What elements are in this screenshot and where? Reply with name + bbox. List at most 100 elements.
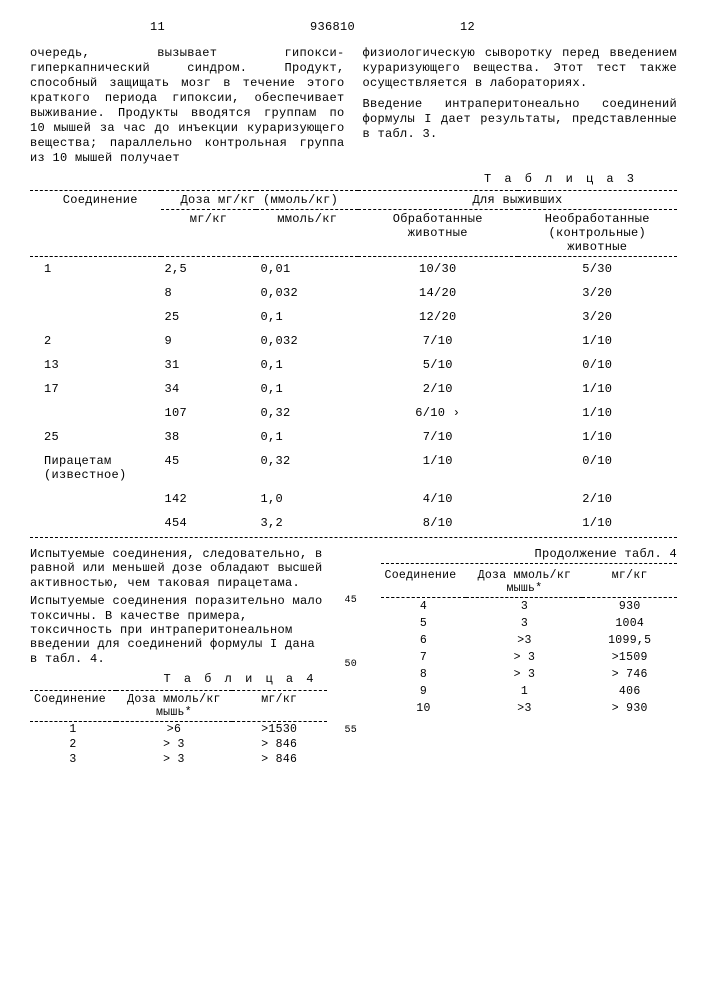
cell-mgkg: 38: [161, 425, 257, 449]
cell-untreated: 1/10: [518, 425, 677, 449]
table4-row: 2> 3> 846: [30, 737, 327, 752]
cell-mgkg: 31: [161, 353, 257, 377]
table3-header-mmolkg: ммоль/кг: [256, 210, 358, 257]
lower-para-b: Испытуемые соединения поразительно мало …: [30, 594, 327, 666]
cell-untreated: 3/20: [518, 305, 677, 329]
cell-compound: 13: [30, 353, 161, 377]
cell-mgkg: 1099,5: [582, 632, 677, 649]
cell-compound: 25: [30, 425, 161, 449]
t4r-header-mgkg: мг/кг: [582, 567, 677, 598]
cell-compound: 10: [381, 700, 467, 717]
line-num-50: 50: [345, 659, 358, 670]
table3-header-treated: Обработанные животные: [358, 210, 517, 257]
cell-compound: [30, 281, 161, 305]
cell-mgkg: 8: [161, 281, 257, 305]
table3-row: 4543,28/101/10: [30, 511, 677, 535]
table3-label: Т а б л и ц а 3: [30, 172, 677, 186]
line-num-55: 55: [345, 725, 358, 736]
cell-mgkg: 1004: [582, 615, 677, 632]
cell-dose: > 3: [466, 666, 582, 683]
cell-mgkg: > 846: [232, 737, 327, 752]
cell-mmolkg: 0,1: [256, 425, 358, 449]
page-number-right: 12: [460, 20, 475, 34]
cell-dose: > 3: [116, 737, 232, 752]
cell-mgkg: 406: [582, 683, 677, 700]
cell-compound: 4: [381, 598, 467, 616]
table3-header-untreated: Необработанные (контрольные) животные: [518, 210, 677, 257]
column-right: физиологическую сыворотку перед введение…: [363, 46, 678, 166]
table4-row: 91406: [381, 683, 678, 700]
cell-mmolkg: 0,01: [256, 257, 358, 282]
cell-mmolkg: 0,1: [256, 377, 358, 401]
cell-untreated: 0/10: [518, 353, 677, 377]
cell-dose: >3: [466, 700, 582, 717]
cell-compound: 3: [30, 752, 116, 767]
cell-treated: 4/10: [358, 487, 517, 511]
cell-dose: > 3: [466, 649, 582, 666]
cell-treated: 12/20: [358, 305, 517, 329]
table3-row: 17340,12/101/10: [30, 377, 677, 401]
cell-mmolkg: 0,032: [256, 281, 358, 305]
table3-header-compound: Соединение: [30, 191, 161, 257]
table4-label: Т а б л и ц а 4: [30, 672, 327, 686]
page-number-left: 11: [150, 20, 165, 34]
lower-right-column: Продолжение табл. 4 Соединение Доза ммол…: [381, 547, 678, 767]
t4r-header-dose: Доза ммоль/кг мышь*: [466, 567, 582, 598]
table4-row: 531004: [381, 615, 678, 632]
cell-mgkg: 107: [161, 401, 257, 425]
cell-compound: [30, 511, 161, 535]
cell-untreated: 1/10: [518, 377, 677, 401]
lower-left-column: Испытуемые соединения, следовательно, в …: [30, 547, 327, 767]
cell-compound: 17: [30, 377, 161, 401]
lower-section: Испытуемые соединения, следовательно, в …: [30, 547, 677, 767]
cell-mmolkg: 0,32: [256, 401, 358, 425]
cell-compound: 2: [30, 329, 161, 353]
cell-untreated: 1/10: [518, 329, 677, 353]
cell-mmolkg: 3,2: [256, 511, 358, 535]
cell-mgkg: 9: [161, 329, 257, 353]
cell-mgkg: 34: [161, 377, 257, 401]
table3-row: 250,112/203/20: [30, 305, 677, 329]
cell-treated: 5/10: [358, 353, 517, 377]
cell-compound: 8: [381, 666, 467, 683]
cell-compound: [30, 487, 161, 511]
cell-compound: 7: [381, 649, 467, 666]
cell-compound: [30, 401, 161, 425]
table3-row: Пирацетам (известное)450,321/100/10: [30, 449, 677, 487]
table3-row: 1421,04/102/10: [30, 487, 677, 511]
t4r-header-compound: Соединение: [381, 567, 467, 598]
cell-mgkg: > 746: [582, 666, 677, 683]
cell-treated: 14/20: [358, 281, 517, 305]
cell-mgkg: 142: [161, 487, 257, 511]
table4-left: Соединение Доза ммоль/кг мышь* мг/кг 1>6…: [30, 690, 327, 767]
paragraph-left: очередь, вызывает гипокси-гиперкапническ…: [30, 46, 345, 165]
table3-header-survivors: Для выживших: [358, 191, 677, 210]
cell-compound: 9: [381, 683, 467, 700]
cell-mmolkg: 0,032: [256, 329, 358, 353]
table4-row: 43930: [381, 598, 678, 616]
table3-row: 80,03214/203/20: [30, 281, 677, 305]
table3-row: 1070,326/10 ›1/10: [30, 401, 677, 425]
cell-mgkg: > 930: [582, 700, 677, 717]
line-number-gutter: 45 50 55: [345, 547, 363, 767]
cell-treated: 8/10: [358, 511, 517, 535]
cell-compound: Пирацетам (известное): [30, 449, 161, 487]
table3-row: 12,50,0110/305/30: [30, 257, 677, 282]
cell-treated: 10/30: [358, 257, 517, 282]
table3-header-dose: Доза мг/кг (ммоль/кг): [161, 191, 359, 210]
t4l-header-mgkg: мг/кг: [232, 691, 327, 722]
cell-dose: 3: [466, 598, 582, 616]
table4-row: 10>3> 930: [381, 700, 678, 717]
cell-mmolkg: 0,1: [256, 353, 358, 377]
cell-treated: 7/10: [358, 329, 517, 353]
cell-dose: >3: [466, 632, 582, 649]
table3-header-mgkg: мг/кг: [161, 210, 257, 257]
table3-row: 25380,17/101/10: [30, 425, 677, 449]
cell-mgkg: 45: [161, 449, 257, 487]
cell-untreated: 1/10: [518, 401, 677, 425]
table3-row: 290,0327/101/10: [30, 329, 677, 353]
cell-dose: 3: [466, 615, 582, 632]
table4-continuation-label: Продолжение табл. 4: [381, 547, 678, 561]
cell-treated: 2/10: [358, 377, 517, 401]
cell-mgkg: 2,5: [161, 257, 257, 282]
